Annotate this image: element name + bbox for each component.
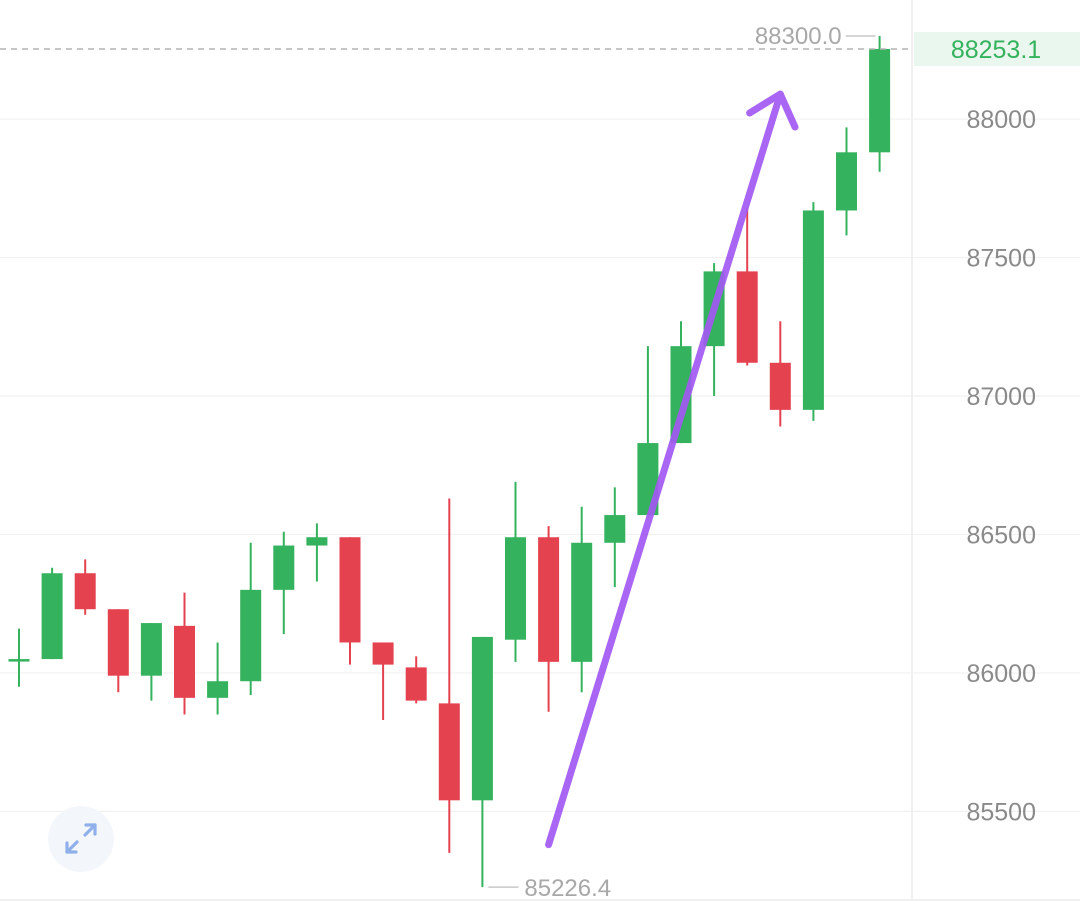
candle-body <box>174 625 195 698</box>
low-price-label: 85226.4 <box>524 875 611 902</box>
candle-body <box>471 636 493 801</box>
candle-body <box>339 537 361 643</box>
candle-body <box>769 362 791 410</box>
grid-lines <box>0 118 1080 812</box>
y-tick-label: 87000 <box>966 383 1036 411</box>
candle-body <box>372 642 394 665</box>
y-tick-label: 86500 <box>966 521 1036 549</box>
last-price-tag <box>914 31 1080 66</box>
candle-body <box>869 48 891 153</box>
y-tick-label: 88000 <box>966 106 1036 134</box>
expand-diagonal-icon <box>65 823 97 854</box>
candle-body <box>538 537 560 662</box>
candle-body <box>736 271 758 363</box>
last-price-value: 88253.1 <box>951 36 1041 64</box>
y-tick-label: 87500 <box>966 245 1036 273</box>
candle-body <box>571 542 593 662</box>
candle-body <box>505 537 526 640</box>
candle-body <box>306 537 328 546</box>
candle-body <box>8 659 30 662</box>
candle-body <box>273 545 295 590</box>
candle-body <box>802 210 824 410</box>
candle-body <box>107 609 129 676</box>
candle-body <box>207 681 229 698</box>
y-tick-label: 85500 <box>966 798 1036 826</box>
candle-body <box>140 623 162 676</box>
candle-body <box>405 667 427 701</box>
candle-body <box>438 703 460 801</box>
expand-button[interactable] <box>48 806 114 872</box>
candle-body <box>604 515 626 543</box>
candle-body <box>41 573 63 660</box>
candles <box>8 36 891 888</box>
y-tick-label: 86000 <box>966 660 1036 688</box>
candle-body <box>74 573 96 610</box>
trend-arrow <box>545 90 799 849</box>
trend-arrow-head <box>746 90 799 131</box>
last-price-marker: 88253.1 <box>0 31 1080 66</box>
candle-body <box>240 589 262 682</box>
extreme-labels: 88300.0 85226.4 <box>488 23 876 902</box>
candle-body <box>836 152 857 211</box>
high-price-label: 88300.0 <box>755 23 842 50</box>
y-axis-ticks: 88000 87500 87000 86500 86000 85500 <box>966 106 1036 826</box>
candle-body <box>670 346 692 444</box>
trend-arrow-shaft <box>545 90 784 849</box>
